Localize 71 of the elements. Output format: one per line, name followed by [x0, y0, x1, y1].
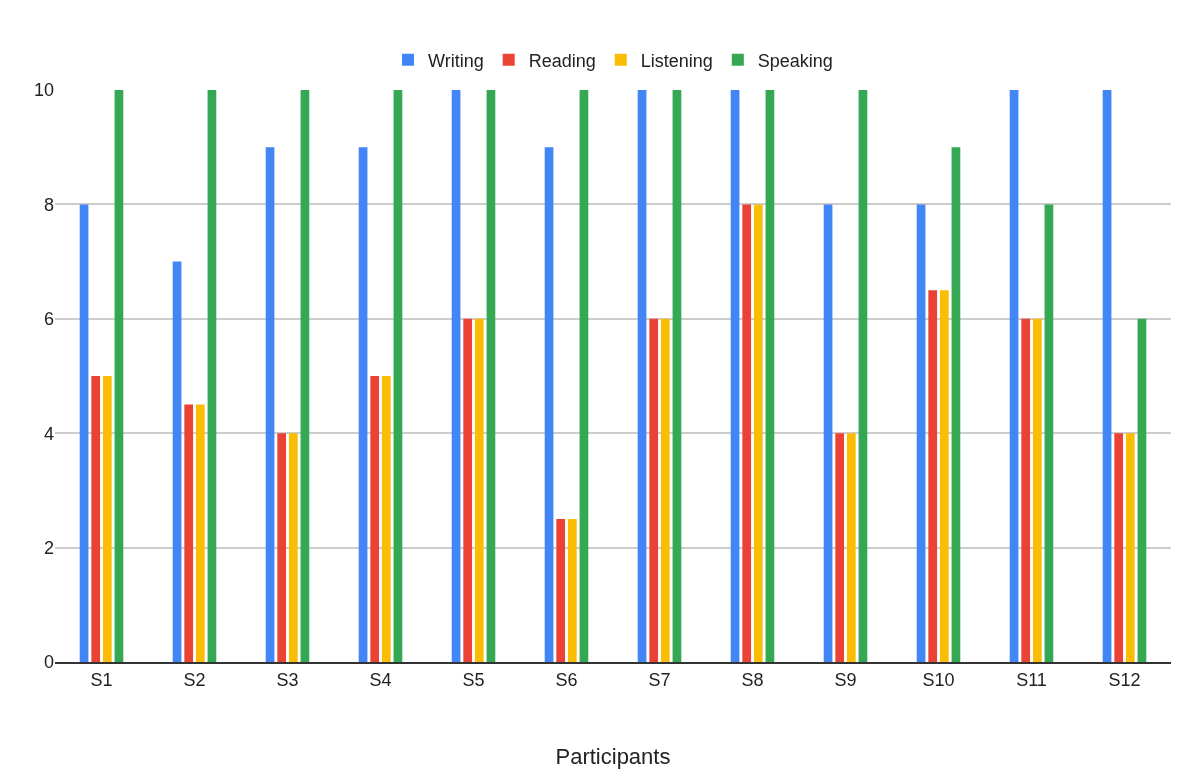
bar: [951, 147, 961, 662]
bar: [358, 147, 368, 662]
bar: [79, 204, 89, 662]
bar: [207, 90, 217, 662]
bar: [672, 90, 682, 662]
x-tick-label: S8: [741, 669, 764, 690]
legend-label: Reading: [528, 50, 596, 71]
bar: [1114, 433, 1124, 662]
bar: [858, 90, 868, 662]
x-tick-label: S2: [183, 669, 206, 690]
legend-label: Speaking: [757, 50, 833, 71]
y-tick-label: 8: [43, 194, 54, 215]
bar: [114, 90, 124, 662]
x-tick-label: S3: [276, 669, 299, 690]
x-tick-label: S11: [1016, 669, 1047, 690]
y-tick-label: 10: [33, 80, 54, 101]
bar: [1137, 318, 1147, 662]
bar: [835, 433, 845, 662]
bar: [102, 376, 112, 662]
bar: [1102, 90, 1112, 662]
bar: [1044, 204, 1054, 662]
bar: [660, 318, 670, 662]
bar: [474, 318, 484, 662]
bar: [486, 90, 496, 662]
x-tick-label: S6: [555, 669, 578, 690]
bar: [265, 147, 275, 662]
x-tick-label: S12: [1108, 669, 1141, 690]
y-tick-label: 6: [43, 309, 54, 330]
bar: [277, 433, 287, 662]
x-tick-label: S7: [648, 669, 671, 690]
bar: [637, 90, 647, 662]
bar: [463, 318, 473, 662]
bar: [1009, 90, 1019, 662]
bar: [1021, 318, 1031, 662]
legend-label: Listening: [640, 50, 713, 71]
y-tick-label: 4: [43, 423, 54, 444]
bar: [300, 90, 310, 662]
bar: [172, 261, 182, 662]
x-tick-label: S9: [834, 669, 857, 690]
bar: [742, 204, 752, 662]
bar: [649, 318, 659, 662]
y-tick-label: 0: [43, 652, 54, 673]
bar: [288, 433, 298, 662]
bar: [91, 376, 101, 662]
bar: [1125, 433, 1135, 662]
bar: [451, 90, 461, 662]
x-tick-label: S10: [922, 669, 955, 690]
bar: [579, 90, 589, 662]
bar: [544, 147, 554, 662]
bar: [370, 376, 380, 662]
bar: [823, 204, 833, 662]
bar: [381, 376, 391, 662]
bar: [916, 204, 926, 662]
bar: [567, 519, 577, 662]
bar: [928, 290, 938, 662]
bar: [765, 90, 775, 662]
bar: [730, 90, 740, 662]
bar: [1032, 318, 1042, 662]
y-tick-label: 2: [43, 537, 54, 558]
x-tick-label: S4: [369, 669, 392, 690]
legend-label: Writing: [428, 50, 484, 71]
bar: [846, 433, 856, 662]
bar: [184, 404, 194, 662]
x-tick-label: S1: [90, 669, 113, 690]
x-tick-label: S5: [462, 669, 485, 690]
bar: [556, 519, 566, 662]
bar: [195, 404, 205, 662]
bar: [753, 204, 763, 662]
bar: [393, 90, 403, 662]
x-axis-title: Participants: [555, 744, 671, 769]
bar: [939, 290, 949, 662]
